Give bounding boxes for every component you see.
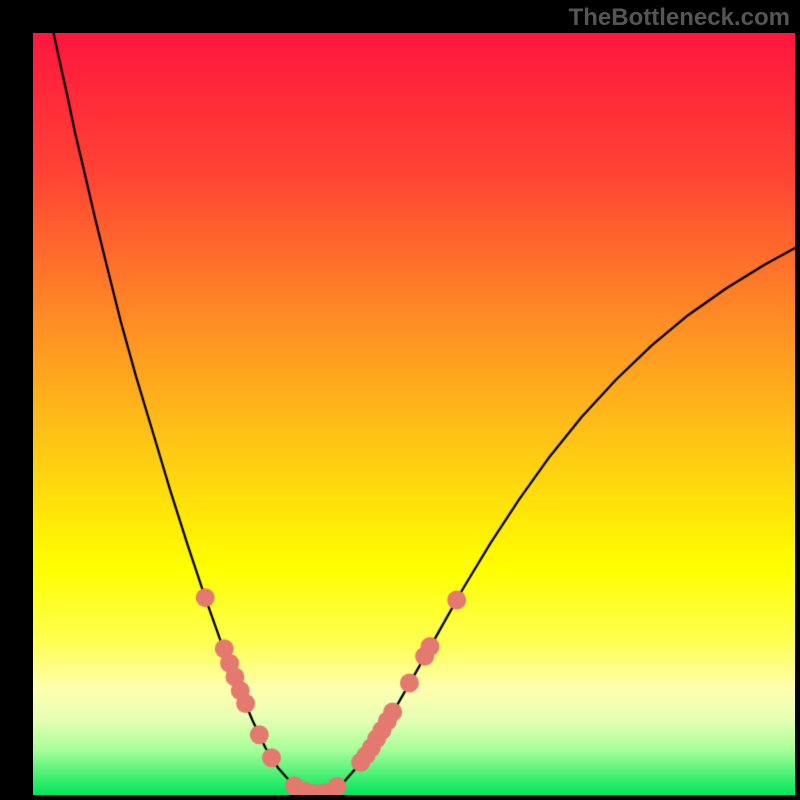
watermark-text: TheBottleneck.com [569,4,790,32]
plot-area [33,33,795,795]
stage: TheBottleneck.com [0,0,800,800]
chart-canvas [33,33,795,795]
